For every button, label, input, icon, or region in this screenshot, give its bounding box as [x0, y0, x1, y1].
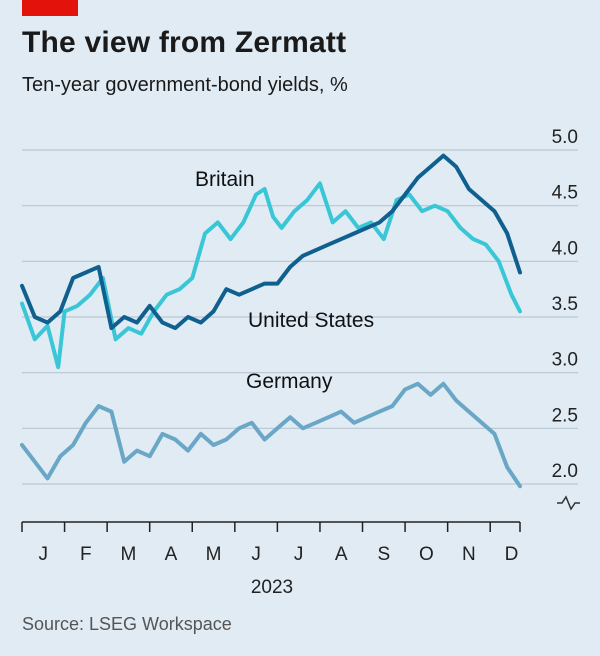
series-line-britain [20, 181, 522, 370]
x-tick-label: D [505, 544, 519, 565]
x-tick-label: O [419, 544, 434, 565]
y-tick-label: 2.5 [552, 405, 578, 426]
x-tick-label: A [165, 544, 178, 565]
x-tick-label: J [294, 544, 304, 565]
y-tick-labels: 5.0 4.5 4.0 3.5 3.0 2.5 2.0 [552, 127, 580, 511]
x-tick-label: M [206, 544, 222, 565]
series-label-germany: Germany [246, 370, 333, 393]
x-tick-label: N [462, 544, 476, 565]
chart-title: The view from Zermatt [22, 26, 347, 59]
series-line-united-states [20, 153, 522, 331]
series-line-germany [20, 381, 522, 489]
series-lines [20, 153, 522, 489]
y-tick-label: 3.5 [552, 294, 578, 315]
y-tick-label: 4.0 [552, 238, 578, 259]
x-tick-label: J [39, 544, 49, 565]
x-year-label: 2023 [251, 577, 293, 598]
series-label-united-states: United States [248, 309, 374, 332]
x-tick-label: F [80, 544, 92, 565]
chart-subtitle: Ten-year government-bond yields, % [22, 74, 348, 96]
axis-break-icon [557, 495, 580, 511]
x-tick-label: A [335, 544, 348, 565]
y-tick-label: 3.0 [552, 350, 578, 371]
y-tick-label: 5.0 [552, 127, 578, 148]
brand-tab [22, 0, 78, 16]
line-chart: 5.0 4.5 4.0 3.5 3.0 2.5 2.0 J F M A M J J A S O N D Brita… [20, 127, 580, 598]
series-label-britain: Britain [195, 168, 255, 191]
x-tick-label: S [377, 544, 390, 565]
y-tick-label: 4.5 [552, 183, 578, 204]
x-tick-label: M [120, 544, 136, 565]
source-note: Source: LSEG Workspace [22, 614, 232, 634]
x-tick-label: J [251, 544, 261, 565]
y-tick-label: 2.0 [552, 461, 578, 482]
